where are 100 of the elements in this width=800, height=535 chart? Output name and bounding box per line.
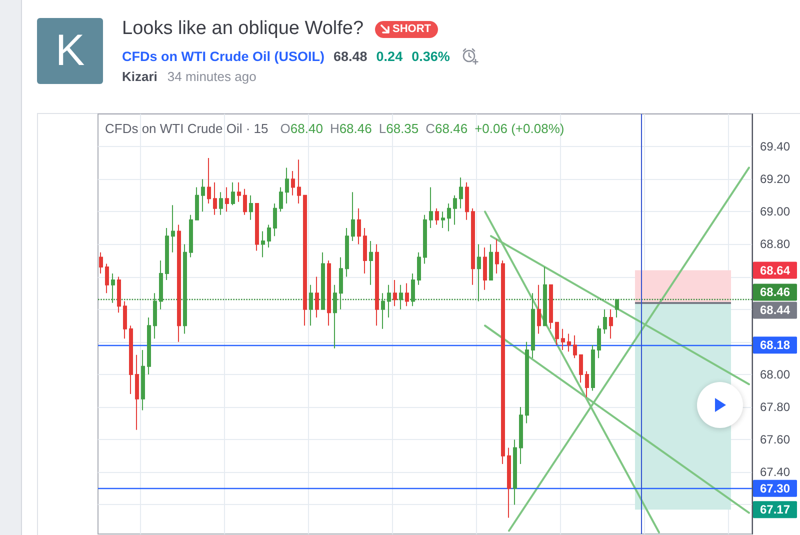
candlestick	[531, 292, 535, 359]
candlestick	[567, 333, 571, 352]
candlestick	[357, 208, 361, 245]
candlestick	[117, 276, 121, 314]
chart-title: Looks like an oblique Wolfe?	[122, 18, 364, 40]
text: 0.36%	[412, 48, 450, 64]
candlestick	[279, 186, 283, 212]
chart-subtitle: CFDs on WTI Crude Oil (USOIL)	[122, 48, 324, 64]
candlestick	[291, 170, 295, 196]
candlestick	[471, 208, 475, 286]
candlestick	[165, 227, 169, 281]
candlestick	[375, 244, 379, 326]
candlestick	[201, 178, 205, 212]
candlestick	[345, 227, 349, 278]
candlestick	[351, 192, 355, 242]
candlestick	[183, 244, 187, 334]
candlestick	[195, 186, 199, 220]
candlestick	[459, 176, 463, 209]
candlestick	[255, 203, 259, 252]
text: 68.48	[334, 48, 368, 64]
candlestick	[219, 192, 223, 216]
candlestick	[387, 284, 391, 318]
candlestick	[549, 284, 553, 330]
y-tick-label: 67.80	[760, 400, 790, 414]
avatar: K	[37, 18, 103, 84]
candlestick	[243, 188, 247, 216]
candlestick	[327, 260, 331, 326]
candlestick	[615, 299, 619, 318]
annotation: O68.40	[280, 121, 323, 136]
y-tick-label: 69.20	[760, 172, 790, 186]
candlestick	[441, 211, 445, 228]
candlestick	[381, 292, 385, 330]
candlestick	[369, 240, 373, 286]
text: 34 minutes ago	[167, 69, 256, 84]
candlestick	[507, 447, 511, 518]
candlestick	[495, 238, 499, 274]
candlestick	[363, 227, 367, 274]
candlestick	[573, 334, 577, 359]
y-tick-label: 69.00	[760, 204, 790, 219]
candlestick	[555, 322, 559, 346]
ref-line-label: 68.44	[760, 303, 790, 318]
candlestick	[501, 260, 505, 464]
candlestick	[309, 284, 313, 326]
candlestick	[285, 167, 289, 204]
candlestick	[207, 157, 211, 204]
candlestick	[405, 282, 409, 307]
candlestick	[159, 260, 163, 310]
annotation: H68.46	[330, 121, 372, 136]
candlestick	[579, 354, 583, 384]
candlestick	[267, 224, 271, 248]
candlestick	[111, 273, 115, 304]
annotation: CFDs on WTI Crude Oil · 15	[105, 121, 268, 136]
candlestick	[171, 204, 175, 253]
band-label: 67.17	[760, 502, 790, 517]
candlestick	[483, 246, 487, 290]
candlestick	[315, 276, 319, 318]
candlestick	[333, 284, 337, 349]
candlestick	[537, 284, 541, 334]
y-tick-label: 67.40	[760, 465, 790, 480]
candlestick	[297, 159, 301, 204]
y-tick-label: 68.00	[760, 367, 790, 382]
y-tick-label: 68.80	[760, 237, 790, 252]
candlestick	[213, 182, 217, 216]
candlestick	[477, 244, 481, 302]
candlestick	[177, 224, 181, 342]
candlestick	[141, 350, 145, 411]
candlestick	[543, 266, 547, 326]
candlestick	[585, 370, 589, 398]
candlestick	[129, 325, 133, 394]
candlestick	[429, 186, 433, 228]
candlestick	[609, 308, 613, 340]
candlestick	[513, 439, 517, 506]
candlestick	[249, 194, 253, 220]
band-label: 68.64	[760, 263, 790, 278]
candlestick	[453, 194, 457, 226]
annotation: C68.46	[426, 121, 468, 136]
candlestick	[321, 252, 325, 310]
candlestick	[411, 273, 415, 307]
candlestick	[135, 354, 139, 430]
candlestick	[231, 182, 235, 206]
candlestick	[393, 280, 397, 307]
candlestick	[237, 182, 241, 202]
annotation: L68.35	[378, 121, 419, 136]
candlestick	[147, 316, 151, 375]
badge: SHORT	[374, 20, 438, 38]
candlestick	[597, 325, 601, 359]
candlestick	[261, 230, 265, 258]
candlestick	[399, 284, 403, 310]
candlestick	[423, 214, 427, 264]
candlestick	[519, 406, 523, 464]
candlestick	[603, 308, 607, 334]
ref-line-label: 67.30	[760, 481, 790, 496]
candlestick	[105, 263, 109, 294]
candlestick	[339, 256, 343, 310]
text: Kizari	[122, 69, 158, 84]
candlestick	[489, 244, 493, 281]
candlestick	[153, 292, 157, 340]
y-tick-label: 69.40	[760, 140, 790, 154]
candlestick	[99, 252, 103, 274]
candlestick	[417, 252, 421, 286]
